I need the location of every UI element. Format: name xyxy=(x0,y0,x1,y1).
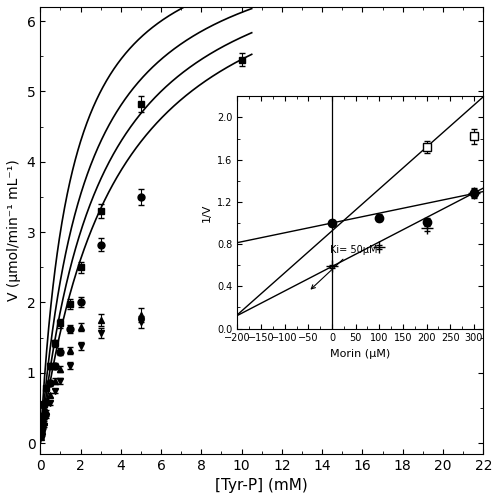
X-axis label: [Tyr-P] (mM): [Tyr-P] (mM) xyxy=(216,478,308,493)
Y-axis label: V (μmol/min⁻¹ mL⁻¹): V (μmol/min⁻¹ mL⁻¹) xyxy=(7,160,21,301)
